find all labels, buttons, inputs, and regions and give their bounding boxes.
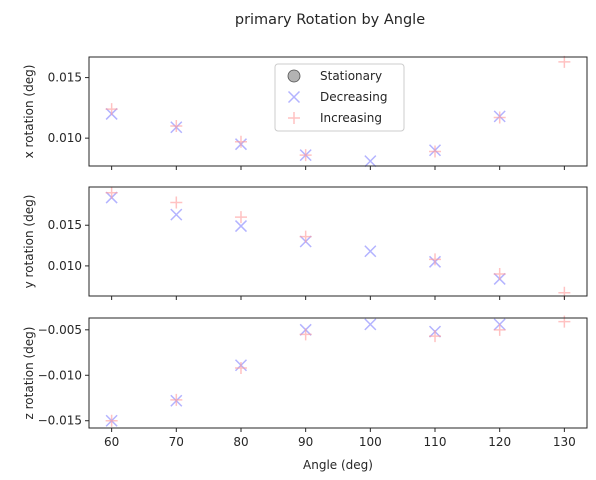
point-decreasing-70 [171, 209, 182, 220]
legend-label-increasing: Increasing [320, 111, 382, 125]
x-axis-label: Angle (deg) [303, 458, 373, 472]
axes-frame [89, 318, 587, 428]
legend-label-decreasing: Decreasing [320, 90, 387, 104]
point-increasing-60 [106, 103, 118, 115]
point-decreasing-100 [365, 156, 376, 167]
point-increasing-70 [170, 120, 182, 132]
point-increasing-130 [558, 316, 570, 328]
legend: Stationary Decreasing Increasing [275, 64, 404, 131]
x-tick-label: 130 [553, 435, 576, 449]
y-tick-label: 0.010 [48, 131, 82, 145]
subplot-3: −0.015 −0.010 −0.005 60 70 80 90 100 110 120 130 z … [22, 316, 587, 449]
y-tick-label: −0.010 [38, 368, 82, 382]
x-tick-label: 110 [424, 435, 447, 449]
point-increasing-120 [494, 112, 506, 124]
point-increasing-110 [429, 253, 441, 265]
point-decreasing-100 [365, 319, 376, 330]
chart-title: primary Rotation by Angle [235, 12, 425, 28]
x-tick-label: 70 [169, 435, 184, 449]
point-increasing-120 [494, 324, 506, 336]
y-tick-label: 0.015 [48, 218, 82, 232]
subplot-2: 0.010 0.015 y rotation (deg) [22, 187, 587, 300]
y-axis-label: z rotation (deg) [22, 327, 36, 420]
point-increasing-80 [235, 362, 247, 374]
x-tick-label: 60 [104, 435, 119, 449]
point-increasing-110 [429, 330, 441, 342]
point-increasing-60 [106, 187, 118, 199]
y-axis-label: x rotation (deg) [22, 65, 36, 159]
point-increasing-90 [300, 231, 312, 243]
axes-frame [89, 187, 587, 296]
point-increasing-110 [429, 145, 441, 157]
point-increasing-70 [170, 196, 182, 208]
data-points [106, 316, 571, 427]
y-axis-label: y rotation (deg) [22, 195, 36, 289]
x-tick-label: 120 [488, 435, 511, 449]
y-tick-label: −0.005 [38, 323, 82, 337]
x-tick-label: 80 [233, 435, 248, 449]
legend-label-stationary: Stationary [320, 69, 382, 83]
y-tick-label: 0.010 [48, 259, 82, 273]
data-points [106, 187, 571, 299]
y-tick-label: 0.015 [48, 71, 82, 85]
point-increasing-90 [300, 328, 312, 340]
y-tick-label: −0.015 [38, 414, 82, 428]
point-decreasing-100 [365, 246, 376, 257]
x-tick-label: 100 [359, 435, 382, 449]
legend-marker-stationary [288, 70, 300, 82]
point-increasing-120 [494, 268, 506, 280]
panels-layer: 0.010 0.015 x rotation (deg) 0.010 0.015 y ro… [22, 56, 587, 449]
x-tick-label: 90 [298, 435, 313, 449]
point-increasing-80 [235, 136, 247, 148]
point-increasing-130 [558, 56, 570, 68]
